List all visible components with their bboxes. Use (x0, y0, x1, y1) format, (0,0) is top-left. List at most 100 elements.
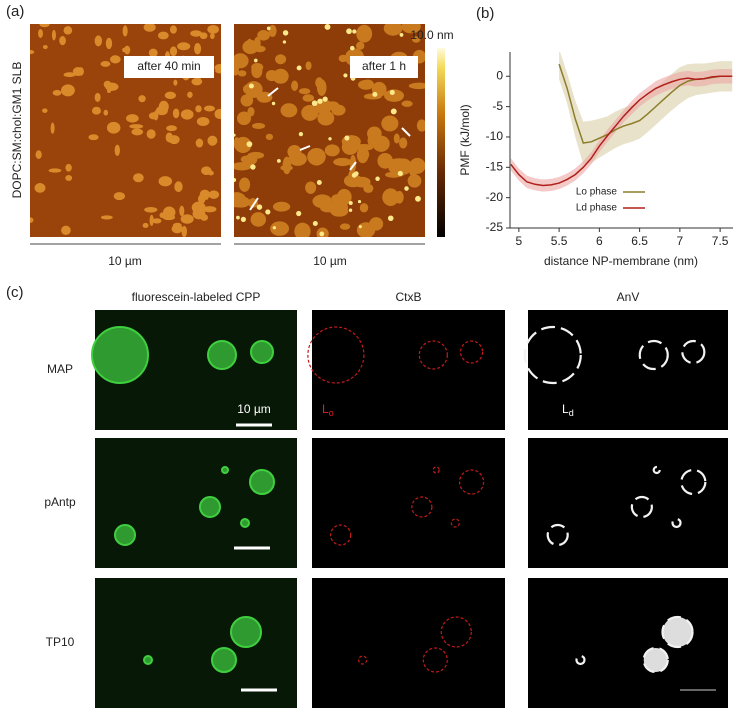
domain (302, 94, 315, 102)
domain (133, 173, 144, 183)
legend-label: Lo phase (576, 187, 618, 198)
vesicle (358, 655, 368, 665)
particle (236, 215, 240, 220)
arrow (299, 145, 311, 151)
domain (159, 177, 170, 183)
domain (401, 100, 413, 107)
particle (375, 176, 380, 182)
y-tick-label: 0 (496, 68, 503, 82)
domain (166, 125, 177, 132)
domain (272, 68, 289, 84)
vesicle (114, 524, 136, 546)
domain (208, 190, 220, 199)
domain (275, 54, 287, 65)
domain (315, 77, 324, 89)
particle (266, 26, 271, 31)
domain (251, 64, 263, 79)
domain (361, 79, 374, 90)
domain (105, 37, 113, 50)
phase-main: L (322, 402, 329, 416)
phase-sub: d (569, 408, 574, 418)
domain (180, 109, 194, 120)
caption: after 1 h (362, 59, 406, 73)
particle (250, 164, 256, 170)
legend-label: Ld phase (576, 203, 618, 214)
x-tick-label: 5.5 (551, 234, 568, 248)
domain (51, 29, 56, 41)
domain (129, 124, 144, 129)
arrow (349, 161, 357, 171)
domain (142, 222, 149, 228)
domain (113, 192, 126, 201)
domain (234, 137, 240, 150)
vesicle (249, 469, 275, 495)
domain (38, 28, 43, 38)
domain (194, 43, 202, 55)
domain (94, 92, 101, 102)
micrograph (95, 578, 297, 708)
particle (248, 83, 254, 89)
domain (214, 108, 221, 120)
particle (389, 89, 395, 95)
caption: after 40 min (137, 59, 200, 73)
vesicle (207, 340, 237, 370)
micrograph (528, 578, 728, 708)
particle (319, 231, 325, 237)
domain (30, 217, 34, 223)
particle (397, 170, 403, 177)
domain (197, 194, 206, 204)
domain (203, 105, 215, 112)
domain (34, 183, 46, 193)
micrograph (528, 310, 728, 430)
domain (331, 104, 346, 116)
domain (352, 176, 371, 188)
column-header: AnV (617, 290, 640, 304)
domain (409, 157, 425, 174)
panel-label: (a) (6, 3, 24, 20)
domain (65, 175, 73, 181)
domain (209, 32, 215, 40)
domain (270, 221, 290, 236)
domain (88, 134, 99, 141)
vesicle (199, 496, 221, 518)
phase-main: L (562, 402, 569, 416)
particle (350, 45, 355, 51)
domain (234, 53, 249, 69)
domain (381, 115, 399, 132)
vesicle (681, 339, 706, 365)
vesicle (450, 518, 460, 528)
domain (148, 48, 158, 58)
domain (384, 89, 405, 102)
particle (256, 204, 263, 210)
domain (124, 45, 131, 55)
particle (343, 73, 348, 78)
domain (301, 104, 319, 121)
domain (39, 24, 50, 28)
domain (399, 137, 408, 149)
micrograph (95, 438, 297, 568)
vesicle (680, 468, 707, 496)
domain (63, 72, 76, 78)
domain (240, 94, 254, 107)
domain (110, 55, 121, 64)
particle (390, 108, 397, 115)
vesicle (638, 339, 669, 371)
vesicle (230, 616, 262, 648)
domain (214, 64, 221, 72)
domain (242, 83, 258, 95)
domain (407, 174, 422, 188)
particle (328, 137, 332, 141)
domain (94, 35, 103, 47)
vesicle (211, 647, 237, 673)
domain (187, 91, 193, 98)
panel-label: (c) (6, 284, 24, 301)
domain (103, 109, 109, 116)
domain (100, 215, 113, 220)
scale-label: 10 µm (108, 254, 142, 268)
domain (333, 157, 352, 167)
domain (35, 150, 42, 159)
particle (271, 101, 276, 106)
domain (164, 91, 176, 100)
micrograph (528, 438, 728, 568)
domain (48, 168, 62, 173)
